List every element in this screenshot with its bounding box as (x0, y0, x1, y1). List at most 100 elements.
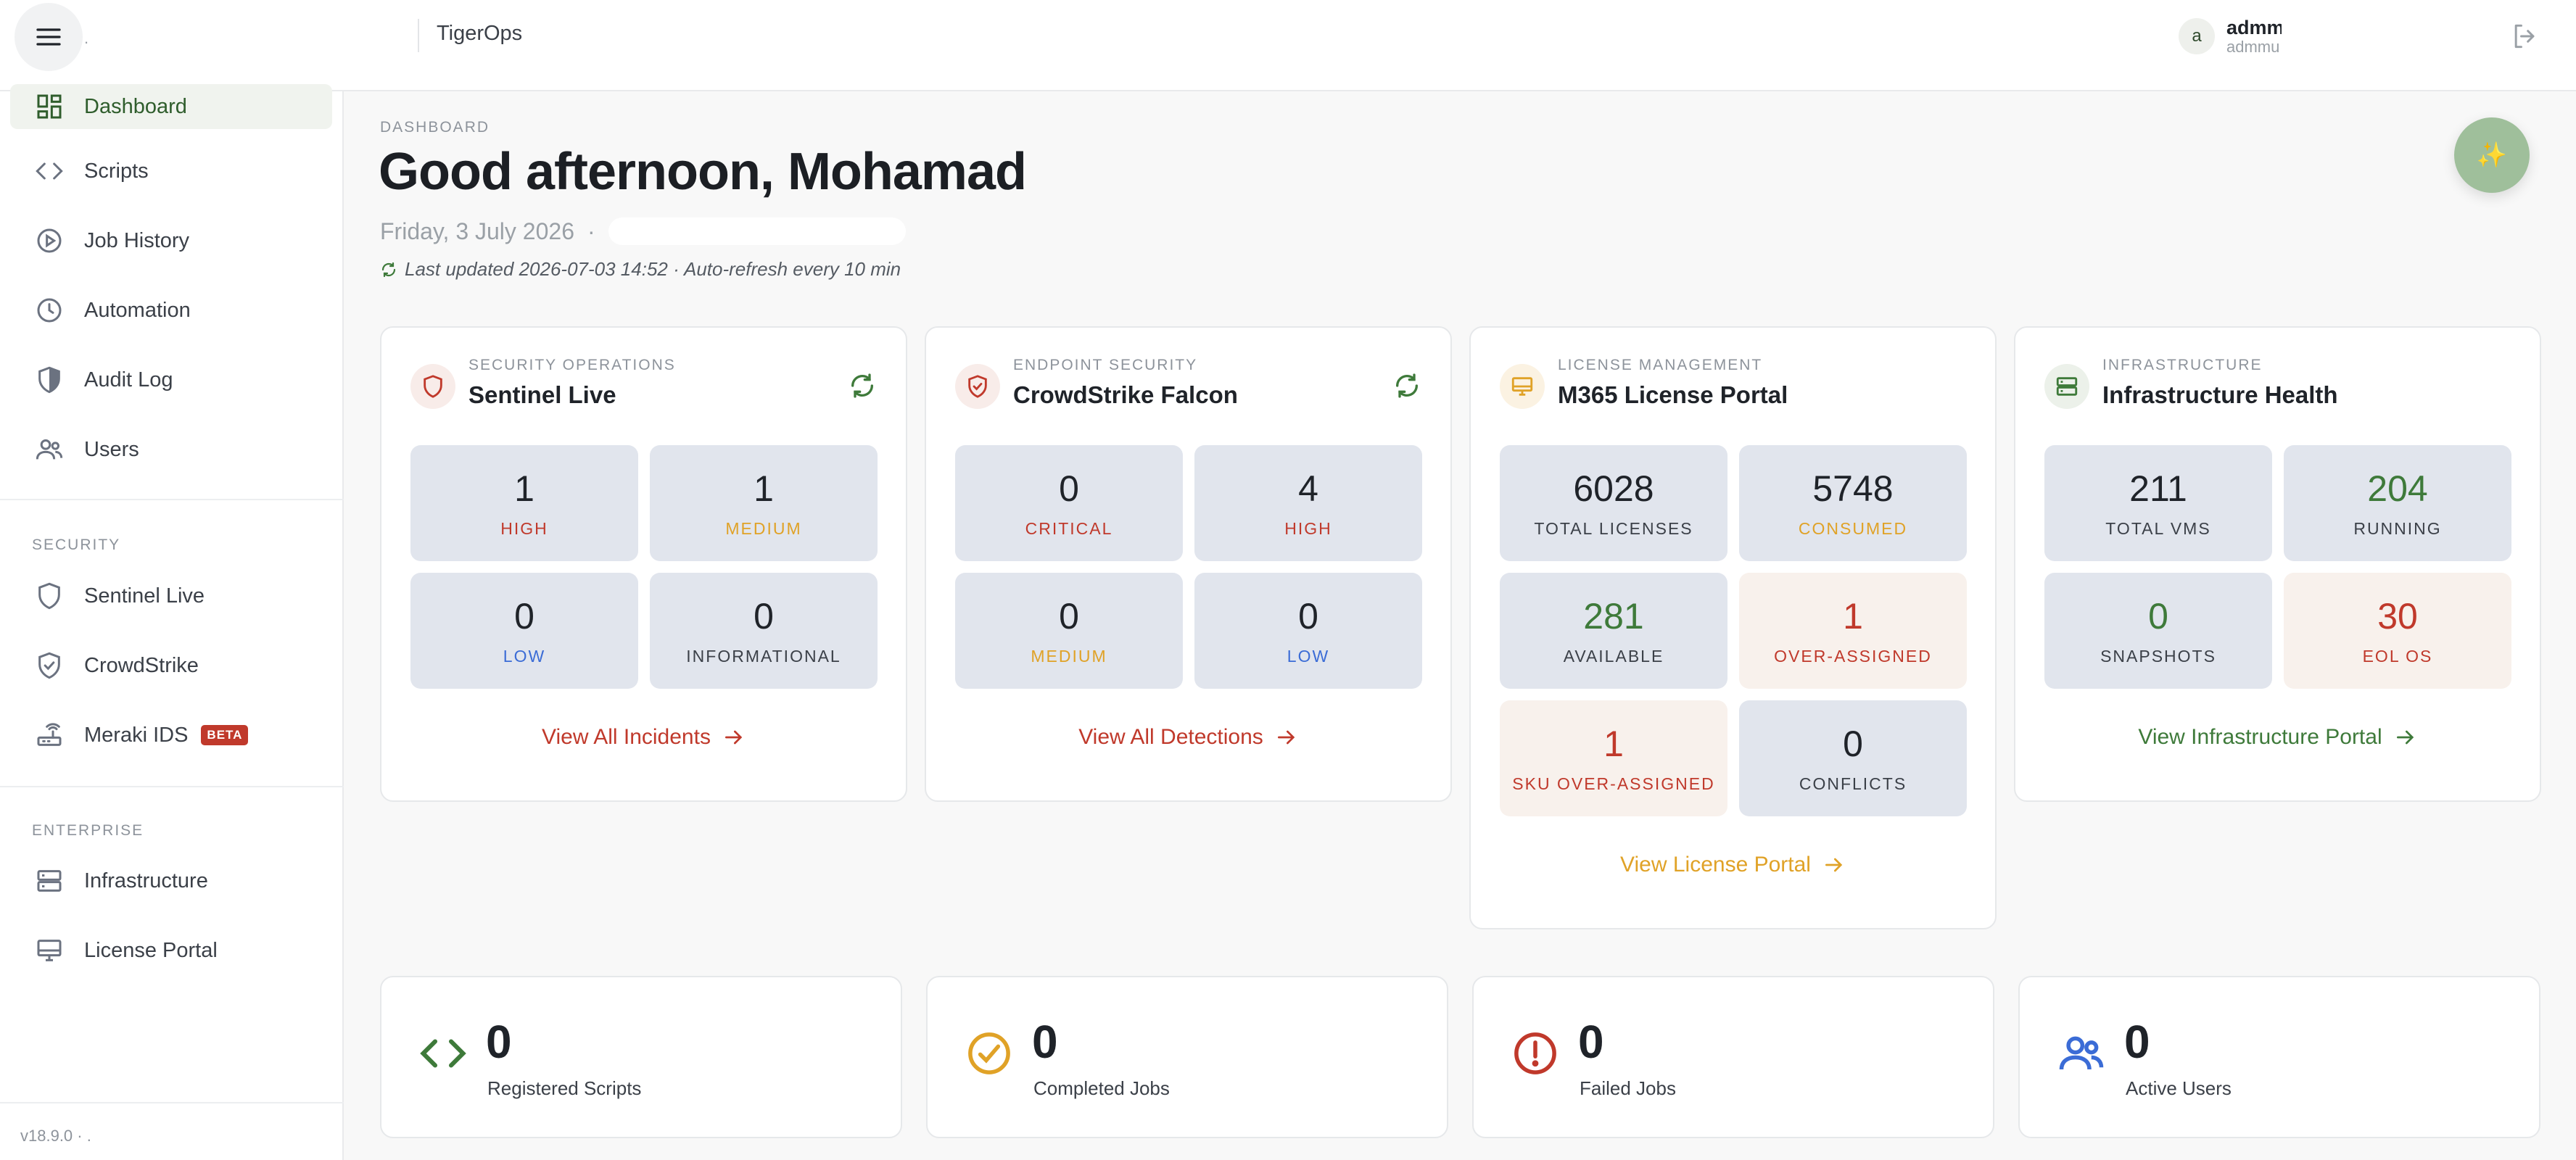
sidebar-item-label: Infrastructure (84, 869, 208, 892)
users-icon (2056, 1028, 2107, 1079)
sidebar-item-infrastructure[interactable]: Infrastructure (10, 858, 332, 903)
user-name: admm (2226, 17, 2282, 38)
sidebar-item-audit-log[interactable]: Audit Log (10, 357, 332, 402)
sidebar-item-users[interactable]: Users (10, 427, 332, 472)
tile-value: 281 (1583, 595, 1644, 637)
sidebar-item-scripts[interactable]: Scripts (10, 149, 332, 194)
sidebar-item-automation[interactable]: Automation (10, 288, 332, 333)
stat-label: Registered Scripts (487, 1077, 642, 1099)
view-all-detections-link[interactable]: View All Detections (926, 725, 1450, 750)
sidebar-item-sentinel-live[interactable]: Sentinel Live (10, 573, 332, 618)
avatar: a (2179, 18, 2215, 54)
refresh-icon[interactable] (1392, 371, 1421, 400)
view-license-portal-link[interactable]: View License Portal (1471, 853, 1995, 877)
tile-high[interactable]: 4 HIGH (1194, 445, 1422, 561)
tile-conflicts[interactable]: 0 CONFLICTS (1739, 700, 1967, 816)
tile-label: RUNNING (2353, 518, 2442, 538)
sidebar-item-job-history[interactable]: Job History (10, 218, 332, 263)
date-extra-pill (608, 218, 906, 245)
tile-label: MEDIUM (1031, 646, 1107, 666)
ai-assistant-button[interactable]: ✨ (2454, 117, 2530, 193)
tile-total-licenses[interactable]: 6028 TOTAL LICENSES (1500, 445, 1727, 561)
active-users-card[interactable]: 0 Active Users (2018, 976, 2540, 1138)
tile-total-vms[interactable]: 211 TOTAL VMS (2044, 445, 2272, 561)
tile-informational[interactable]: 0 INFORMATIONAL (650, 573, 878, 689)
tile-running[interactable]: 204 RUNNING (2284, 445, 2511, 561)
refresh-icon[interactable] (848, 371, 877, 400)
view-all-incidents-link[interactable]: View All Incidents (381, 725, 906, 750)
license-card: LICENSE MANAGEMENT M365 License Portal 6… (1469, 326, 1997, 929)
sidebar-item-license-portal[interactable]: License Portal (10, 928, 332, 973)
tile-label: HIGH (1284, 518, 1332, 538)
tile-over-assigned[interactable]: 1 OVER-ASSIGNED (1739, 573, 1967, 689)
sidebar-item-label: Audit Log (84, 368, 173, 392)
page-title: Good afternoon, Mohamad (379, 143, 1027, 201)
tile-value: 1 (1843, 595, 1863, 637)
tile-high[interactable]: 1 HIGH (410, 445, 638, 561)
monitor-icon (33, 935, 65, 966)
shield-half-icon (33, 364, 65, 396)
card-title: Sentinel Live (468, 381, 616, 408)
tile-value: 0 (754, 595, 774, 637)
tile-label: AVAILABLE (1563, 646, 1664, 666)
app-name: TigerOps (437, 22, 523, 45)
tile-value: 1 (1603, 723, 1624, 764)
tile-value: 211 (2129, 468, 2187, 509)
card-title: Infrastructure Health (2102, 381, 2338, 408)
stat-value: 0 (1578, 1016, 1604, 1068)
tile-label: TOTAL VMS (2105, 518, 2211, 538)
sidebar-item-meraki-ids[interactable]: Meraki IDS BETA (10, 713, 332, 758)
stat-value: 0 (1032, 1016, 1058, 1068)
tile-value: 1 (754, 468, 774, 509)
sidebar-item-label: Dashboard (84, 94, 187, 118)
alert-circle-icon (1510, 1028, 1561, 1079)
link-label: View All Detections (1078, 725, 1263, 749)
card-title: M365 License Portal (1558, 381, 1788, 408)
sidebar-item-label: Sentinel Live (84, 584, 205, 608)
tile-value: 204 (2367, 468, 2428, 509)
card-kicker: LICENSE MANAGEMENT (1558, 357, 1763, 373)
sidebar-item-label: Users (84, 437, 139, 461)
tile-consumed[interactable]: 5748 CONSUMED (1739, 445, 1967, 561)
sidebar-divider (0, 499, 344, 500)
tile-low[interactable]: 0 LOW (410, 573, 638, 689)
tile-value: 0 (1059, 595, 1079, 637)
tile-sku-over-assigned[interactable]: 1 SKU OVER-ASSIGNED (1500, 700, 1727, 816)
link-label: View Infrastructure Portal (2138, 725, 2382, 749)
date-line: Friday, 3 July 2026 · (380, 218, 906, 245)
tile-medium[interactable]: 1 MEDIUM (650, 445, 878, 561)
hamburger-icon (36, 28, 61, 46)
tile-medium[interactable]: 0 MEDIUM (955, 573, 1183, 689)
user-menu[interactable]: a admm admmu (2179, 16, 2282, 57)
tile-available[interactable]: 281 AVAILABLE (1500, 573, 1727, 689)
view-infrastructure-portal-link[interactable]: View Infrastructure Portal (2015, 725, 2540, 750)
last-updated-text: Last updated 2026-07-03 14:52 · Auto-ref… (405, 258, 901, 280)
crowdstrike-card: ENDPOINT SECURITY CrowdStrike Falcon 0 C… (925, 326, 1452, 802)
completed-jobs-card[interactable]: 0 Completed Jobs (926, 976, 1448, 1138)
tile-value: 6028 (1573, 468, 1654, 509)
tile-eol-os[interactable]: 30 EOL OS (2284, 573, 2511, 689)
user-email: admmu (2226, 38, 2280, 56)
sidebar-divider (0, 786, 344, 787)
date-separator: · (587, 218, 595, 244)
tile-label: SNAPSHOTS (2100, 646, 2216, 666)
top-bar: . TigerOps a admm admmu (0, 0, 2576, 91)
tile-label: HIGH (500, 518, 548, 538)
monitor-icon (1500, 364, 1545, 409)
tile-value: 1 (514, 468, 534, 509)
tile-critical[interactable]: 0 CRITICAL (955, 445, 1183, 561)
menu-button[interactable] (15, 3, 83, 71)
code-icon (418, 1028, 468, 1079)
tile-low[interactable]: 0 LOW (1194, 573, 1422, 689)
server-icon (2044, 364, 2089, 409)
tile-label: LOW (503, 646, 546, 666)
sidebar-item-crowdstrike[interactable]: CrowdStrike (10, 643, 332, 688)
users-icon (33, 434, 65, 465)
tile-value: 0 (1298, 595, 1318, 637)
registered-scripts-card[interactable]: 0 Registered Scripts (380, 976, 902, 1138)
tile-label: SKU OVER-ASSIGNED (1512, 774, 1715, 793)
sidebar-item-dashboard[interactable]: Dashboard (10, 84, 332, 129)
failed-jobs-card[interactable]: 0 Failed Jobs (1472, 976, 1994, 1138)
logout-icon[interactable] (2509, 20, 2541, 52)
tile-snapshots[interactable]: 0 SNAPSHOTS (2044, 573, 2272, 689)
